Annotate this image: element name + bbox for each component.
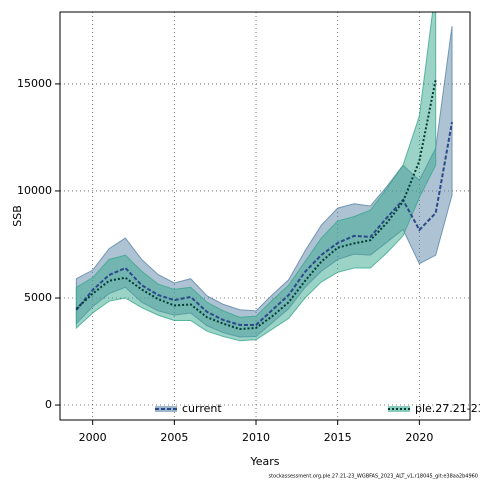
plot-frame — [59, 11, 471, 421]
x-tick-label: 2005 — [160, 431, 188, 444]
legend-bg — [388, 406, 410, 412]
y-tick-label: 5000 — [24, 291, 52, 304]
x-tick-label: 2000 — [79, 431, 107, 444]
y-axis-label: SSB — [11, 205, 24, 227]
x-tick-label: 2010 — [242, 431, 270, 444]
line — [75, 79, 437, 331]
x-tick-label: 2015 — [324, 431, 352, 444]
x-tick-label: 2020 — [405, 431, 433, 444]
legend-label: ple.27.21-23 — [415, 402, 480, 415]
footer: stockassessment.org,ple.27.21-23_WGBFAS_… — [268, 474, 478, 480]
band — [75, 12, 437, 342]
legend-bg — [155, 406, 177, 412]
y-tick-label: 0 — [45, 398, 52, 411]
line — [75, 121, 454, 326]
y-tick-label: 15000 — [17, 77, 52, 90]
x-axis-label: Years — [249, 455, 279, 468]
y-tick-label: 10000 — [17, 184, 52, 197]
legend-label: current — [182, 402, 222, 415]
